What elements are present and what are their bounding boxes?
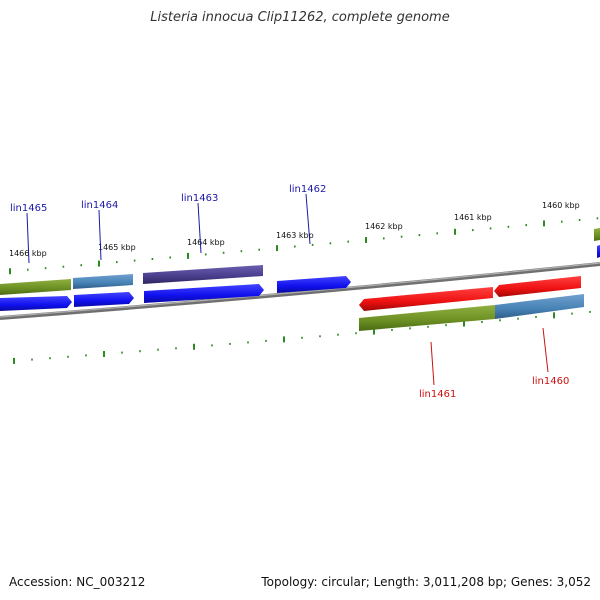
scale-label-1461: 1461 kbp xyxy=(454,213,492,222)
leader-line-lin1464 xyxy=(98,209,102,261)
cds-arrow-lin1462[interactable] xyxy=(277,276,351,293)
cds-arrow-lin1460[interactable] xyxy=(494,276,581,297)
cog-ring-forward xyxy=(0,228,600,295)
cog-segment-edge-right[interactable] xyxy=(594,228,600,241)
leader-line-lin1462 xyxy=(305,193,311,245)
cog-segment-lin1461[interactable] xyxy=(359,305,495,331)
gene-label-lin1464[interactable]: lin1464 xyxy=(81,200,118,211)
gene-label-lin1463[interactable]: lin1463 xyxy=(181,193,218,204)
cog-segment-lin1460[interactable] xyxy=(495,294,584,319)
scale-label-1465: 1465 kbp xyxy=(98,243,136,252)
cds-reverse-track xyxy=(359,276,581,311)
map-title: Listeria innocua Clip11262, complete gen… xyxy=(150,10,450,25)
scale-labels: 1466 kbp 1465 kbp 1464 kbp 1463 kbp 1462… xyxy=(9,201,580,258)
gene-label-lin1460[interactable]: lin1460 xyxy=(532,376,569,387)
tick-marks-inner xyxy=(13,310,591,364)
genome-stats-label: Topology: circular; Length: 3,011,208 bp… xyxy=(261,575,591,589)
cds-arrow-lin1464[interactable] xyxy=(74,292,134,307)
cds-forward-track xyxy=(0,245,600,311)
cds-arrow-edge-right[interactable] xyxy=(597,245,600,258)
gene-label-lin1461[interactable]: lin1461 xyxy=(419,389,456,400)
scale-label-1464: 1464 kbp xyxy=(187,238,225,247)
gene-label-lin1462[interactable]: lin1462 xyxy=(289,184,326,195)
gene-label-leaders xyxy=(26,193,549,386)
leader-line-lin1461 xyxy=(430,341,435,386)
cog-segment-lin1463[interactable] xyxy=(143,265,263,284)
cog-segment-lin1465[interactable] xyxy=(0,279,71,295)
cds-arrow-lin1463[interactable] xyxy=(144,284,264,303)
accession-label: Accession: NC_003212 xyxy=(9,575,146,589)
genome-backbone-highlight xyxy=(0,262,600,318)
scale-label-1463: 1463 kbp xyxy=(276,231,314,240)
tick-marks-outer xyxy=(9,217,599,275)
genome-backbone xyxy=(0,262,600,320)
cog-segment-lin1464[interactable] xyxy=(73,274,133,289)
leader-line-lin1465 xyxy=(26,212,30,264)
gene-label-lin1465[interactable]: lin1465 xyxy=(10,203,47,214)
cds-arrow-lin1465[interactable] xyxy=(0,296,72,311)
scale-label-1466: 1466 kbp xyxy=(9,249,47,258)
cog-ring-reverse xyxy=(359,294,584,331)
cds-arrow-lin1461[interactable] xyxy=(359,287,493,311)
leader-line-lin1460 xyxy=(542,327,549,373)
gene-labels: lin1465 lin1464 lin1463 lin1462 lin1461 … xyxy=(10,184,569,400)
scale-label-1460: 1460 kbp xyxy=(542,201,580,210)
leader-line-lin1463 xyxy=(197,202,202,254)
scale-label-1462: 1462 kbp xyxy=(365,222,403,231)
